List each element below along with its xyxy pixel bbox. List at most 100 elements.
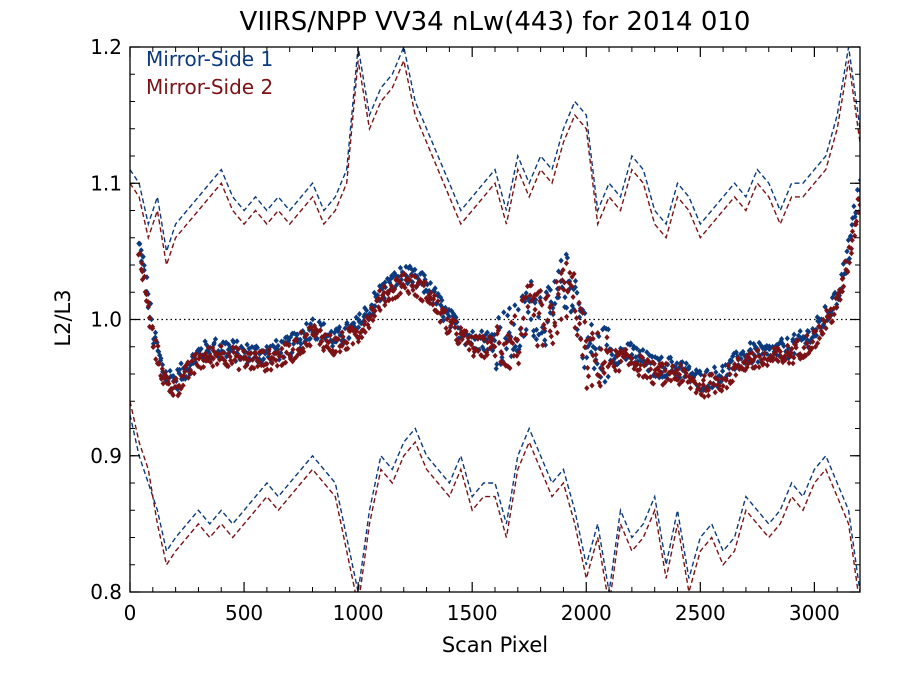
data-point <box>512 343 518 350</box>
data-point <box>307 342 313 349</box>
data-point <box>354 328 360 335</box>
y-tick-label: 1.0 <box>90 308 122 332</box>
data-point <box>848 245 854 252</box>
data-point <box>370 317 376 324</box>
data-point <box>153 356 159 363</box>
data-point <box>453 331 460 337</box>
data-point <box>279 345 285 352</box>
data-point <box>310 316 316 323</box>
data-point <box>372 313 378 319</box>
data-point <box>458 324 464 331</box>
data-point <box>370 306 376 313</box>
data-point <box>844 248 850 255</box>
data-point <box>632 363 638 370</box>
data-point <box>525 283 531 290</box>
data-point <box>631 365 637 372</box>
data-point <box>246 357 252 364</box>
data-point <box>141 273 148 280</box>
data-point <box>596 333 602 340</box>
data-point <box>484 339 491 346</box>
data-point <box>455 340 461 347</box>
data-point <box>782 353 788 360</box>
data-point <box>307 335 313 342</box>
data-point <box>645 356 651 363</box>
data-point <box>194 361 200 368</box>
data-point <box>180 382 186 389</box>
data-point <box>507 336 513 342</box>
data-point <box>254 344 260 351</box>
data-point <box>322 332 328 339</box>
data-point <box>261 348 267 355</box>
data-point <box>720 382 726 389</box>
data-point <box>523 326 529 333</box>
data-point <box>266 346 272 353</box>
series-1-lower-band <box>130 414 860 592</box>
data-point <box>362 305 368 311</box>
data-point <box>262 367 268 374</box>
data-point <box>427 300 433 307</box>
data-point <box>676 371 683 378</box>
data-point <box>253 354 259 361</box>
data-point <box>696 370 702 376</box>
data-point <box>826 312 832 319</box>
data-point <box>752 363 759 370</box>
data-point <box>823 325 829 332</box>
data-point <box>383 298 389 305</box>
data-point <box>182 368 188 375</box>
data-point <box>659 360 665 367</box>
data-point <box>531 333 537 339</box>
data-point <box>267 343 273 350</box>
data-point <box>673 369 679 376</box>
data-point <box>256 356 262 363</box>
data-point <box>589 382 595 389</box>
data-point <box>333 348 339 355</box>
data-point <box>356 318 362 325</box>
data-point <box>490 347 496 354</box>
data-point <box>231 349 237 356</box>
data-point <box>495 327 501 334</box>
data-point <box>312 333 318 339</box>
data-point <box>290 358 296 365</box>
data-point <box>379 281 385 288</box>
data-point <box>682 368 688 375</box>
data-point <box>669 363 675 370</box>
data-point <box>609 359 615 366</box>
data-point <box>273 337 279 344</box>
data-point <box>735 356 741 363</box>
data-point <box>675 376 681 383</box>
data-point <box>556 294 562 301</box>
data-point <box>733 372 739 378</box>
data-point <box>264 366 270 373</box>
data-point <box>816 323 823 330</box>
data-point <box>499 350 505 357</box>
data-point <box>583 338 589 344</box>
data-point <box>424 296 431 303</box>
data-point <box>810 338 816 345</box>
data-point <box>377 307 383 314</box>
data-point <box>508 353 514 360</box>
data-point <box>701 393 707 400</box>
data-point <box>145 299 152 306</box>
data-point <box>558 257 564 264</box>
data-point <box>191 370 197 377</box>
data-point <box>829 318 835 325</box>
data-point <box>729 357 735 364</box>
data-point <box>569 302 575 309</box>
data-point <box>731 364 737 371</box>
data-point <box>508 319 514 326</box>
data-point <box>334 336 340 343</box>
data-point <box>375 295 382 302</box>
data-point <box>481 336 487 343</box>
data-point <box>155 343 161 350</box>
data-point <box>381 289 387 296</box>
data-point <box>726 371 732 378</box>
data-point <box>550 309 556 316</box>
data-point <box>525 309 531 316</box>
data-point <box>533 296 539 303</box>
data-point <box>577 320 583 327</box>
data-point <box>637 366 643 373</box>
data-point <box>548 299 554 306</box>
data-point <box>489 331 495 338</box>
data-point <box>274 362 280 369</box>
data-point <box>591 365 597 372</box>
